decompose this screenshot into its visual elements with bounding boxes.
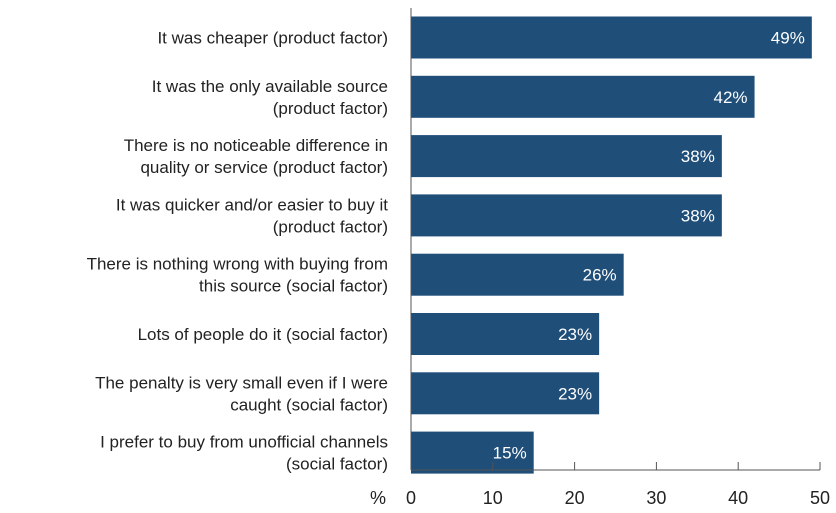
category-label-7-line-1: (social factor) <box>286 455 388 474</box>
x-tick-label-2: 20 <box>565 488 585 508</box>
bar-1 <box>411 75 755 118</box>
category-label-7-line-0: I prefer to buy from unofficial channels <box>100 433 388 452</box>
data-label-1: 42% <box>714 88 748 107</box>
data-label-6: 23% <box>558 384 592 403</box>
data-label-2: 38% <box>681 147 715 166</box>
bar-0 <box>411 16 812 59</box>
category-label-2-line-1: quality or service (product factor) <box>140 158 388 177</box>
bar-4 <box>411 253 624 296</box>
x-tick-label-3: 30 <box>646 488 666 508</box>
data-label-3: 38% <box>681 206 715 225</box>
x-tick-label-1: 10 <box>483 488 503 508</box>
category-label-1-line-1: (product factor) <box>273 99 388 118</box>
category-labels: It was cheaper (product factor) It was th… <box>87 29 389 474</box>
x-tick-label-4: 40 <box>728 488 748 508</box>
bar-3 <box>411 194 722 237</box>
data-label-5: 23% <box>558 325 592 344</box>
x-tick-label-0: 0 <box>406 488 416 508</box>
category-label-2-line-0: There is no noticeable difference in <box>124 136 388 155</box>
x-axis: 0 10 20 30 40 50% <box>370 8 830 508</box>
bar-2 <box>411 135 722 178</box>
data-label-0: 49% <box>771 29 805 48</box>
category-label-0: It was cheaper (product factor) <box>157 29 388 48</box>
data-label-7: 15% <box>493 444 527 463</box>
category-label-3-line-0: It was quicker and/or easier to buy it <box>116 195 388 214</box>
bar-5 <box>411 313 600 355</box>
bars-layer: 49% 42% 38% 38% 26% 23% 23% 15% <box>411 16 812 474</box>
category-label-4-line-1: this source (social factor) <box>199 277 388 296</box>
x-tick-label-5: 50 <box>810 488 830 508</box>
category-label-3-line-1: (product factor) <box>273 217 388 236</box>
category-label-1-line-0: It was the only available source <box>152 77 388 96</box>
bar-6 <box>411 372 600 415</box>
category-label-6-line-1: caught (social factor) <box>230 395 388 414</box>
category-label-5: Lots of people do it (social factor) <box>138 325 388 344</box>
category-label-6-line-0: The penalty is very small even if I were <box>95 373 388 392</box>
bar-7 <box>411 431 534 474</box>
x-axis-unit-label: % <box>370 488 386 508</box>
category-label-4-line-0: There is nothing wrong with buying from <box>87 255 388 274</box>
data-label-4: 26% <box>583 266 617 285</box>
